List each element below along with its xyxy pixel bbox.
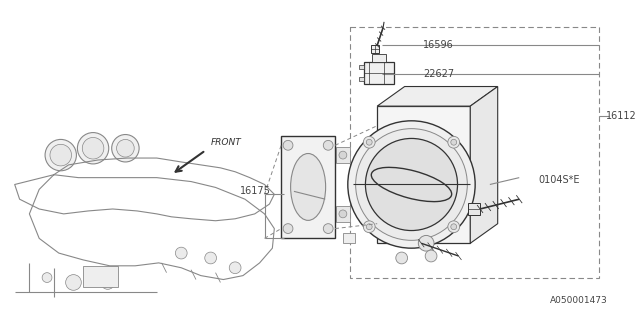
Text: 0104S*E: 0104S*E <box>539 175 580 185</box>
Text: 16112: 16112 <box>607 111 637 121</box>
Text: A050001473: A050001473 <box>550 296 607 305</box>
Circle shape <box>112 134 139 162</box>
Circle shape <box>42 273 52 283</box>
Text: 16175: 16175 <box>240 186 271 196</box>
Bar <box>468 203 480 215</box>
Circle shape <box>101 276 115 289</box>
Text: FRONT: FRONT <box>211 138 241 147</box>
Bar <box>281 135 335 238</box>
Circle shape <box>396 252 408 264</box>
Polygon shape <box>377 86 498 106</box>
Bar <box>336 147 349 163</box>
Circle shape <box>323 224 333 234</box>
Circle shape <box>50 144 72 166</box>
Circle shape <box>339 210 347 218</box>
Circle shape <box>283 224 293 234</box>
Circle shape <box>229 262 241 274</box>
Ellipse shape <box>291 154 326 220</box>
Circle shape <box>366 224 372 230</box>
Circle shape <box>205 252 216 264</box>
Bar <box>343 234 355 243</box>
Circle shape <box>83 138 104 159</box>
Bar <box>83 266 118 287</box>
Circle shape <box>339 151 347 159</box>
Circle shape <box>364 221 375 233</box>
Circle shape <box>356 129 467 240</box>
Circle shape <box>45 140 76 171</box>
Text: 22627: 22627 <box>423 69 454 79</box>
Bar <box>349 27 598 277</box>
Bar <box>372 54 386 62</box>
Circle shape <box>323 140 333 150</box>
Circle shape <box>448 221 460 233</box>
Circle shape <box>364 136 375 148</box>
Polygon shape <box>470 86 498 243</box>
Circle shape <box>366 139 372 145</box>
Circle shape <box>419 236 434 251</box>
Bar <box>371 45 379 53</box>
Bar <box>336 206 349 222</box>
Circle shape <box>348 121 475 248</box>
Bar <box>377 106 470 243</box>
Text: 16596: 16596 <box>423 40 454 50</box>
Circle shape <box>425 250 437 262</box>
Circle shape <box>365 139 458 230</box>
Circle shape <box>448 136 460 148</box>
Circle shape <box>175 247 187 259</box>
Bar <box>364 62 394 84</box>
Circle shape <box>66 275 81 290</box>
Circle shape <box>283 140 293 150</box>
Bar <box>358 65 364 69</box>
Circle shape <box>116 140 134 157</box>
Circle shape <box>451 139 457 145</box>
Circle shape <box>77 132 109 164</box>
Circle shape <box>451 224 457 230</box>
Bar <box>358 77 364 81</box>
